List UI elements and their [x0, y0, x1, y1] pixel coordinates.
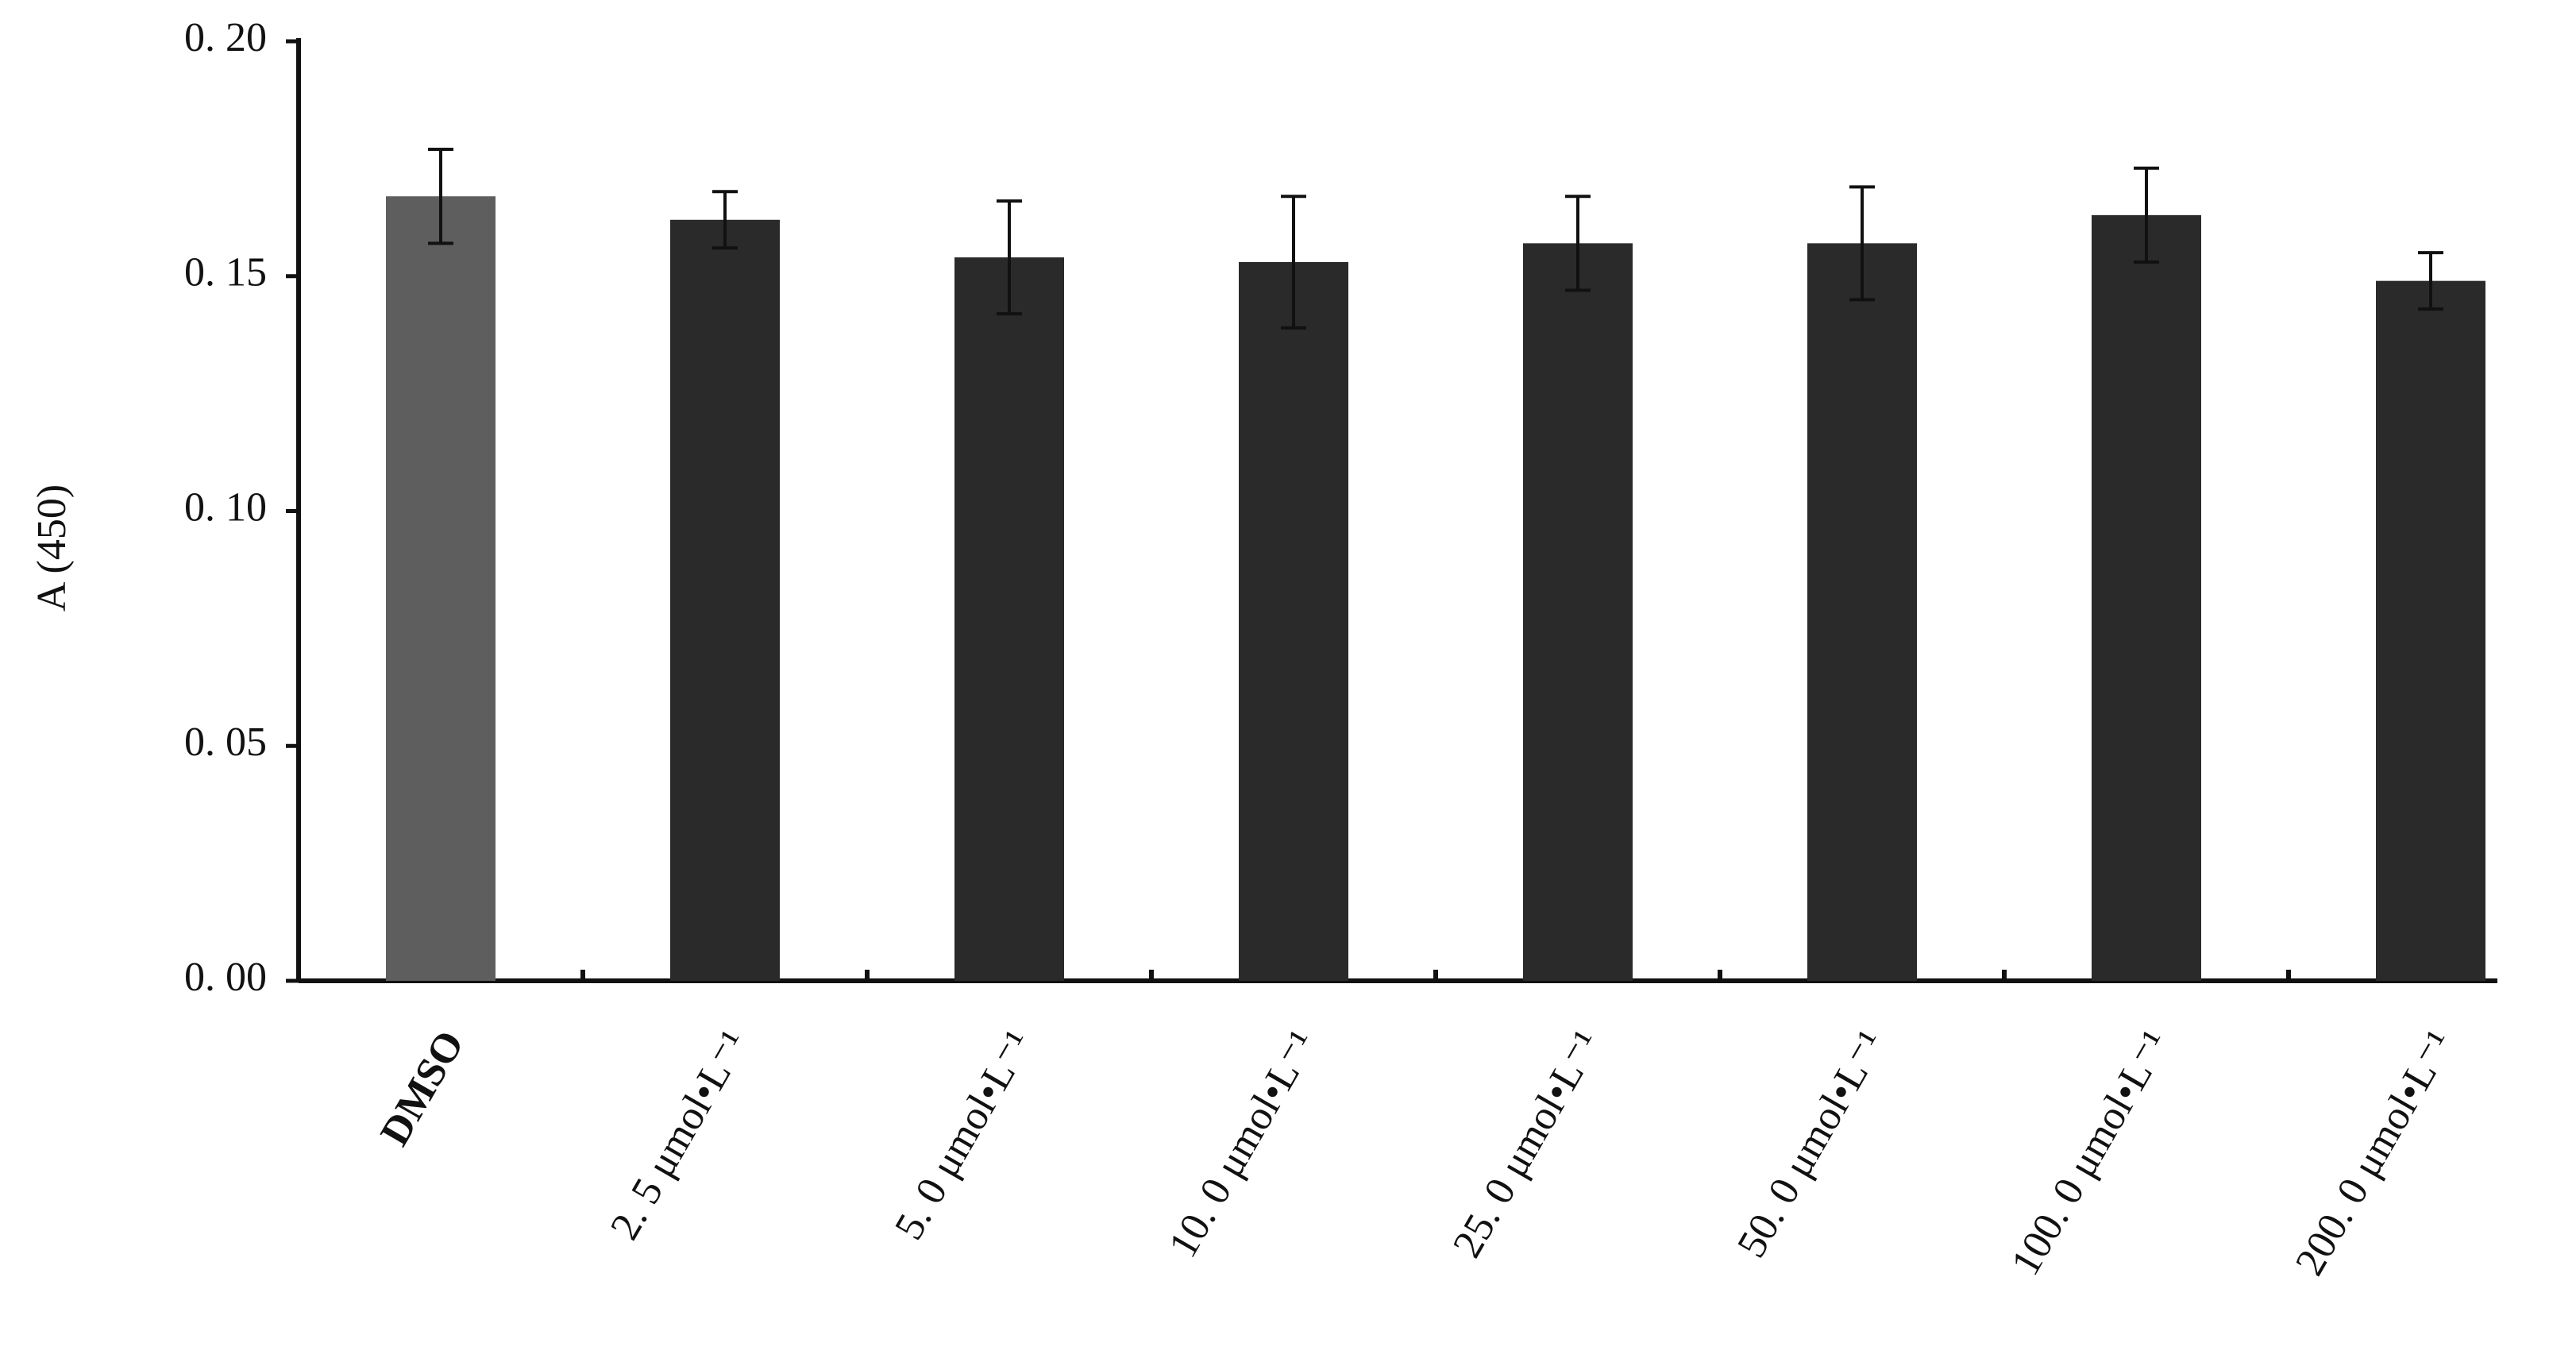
bar	[1239, 262, 1348, 981]
bar	[1523, 243, 1633, 982]
bar	[386, 196, 496, 981]
bar	[2092, 214, 2201, 982]
y-tick-label: 0. 05	[184, 720, 267, 765]
bar	[670, 219, 780, 981]
y-axis-label: A (450)	[29, 484, 75, 612]
x-tick-label: 200. 0 μmol•L⁻¹	[2287, 1023, 2463, 1283]
y-tick-label: 0. 10	[184, 484, 267, 530]
y-tick-label: 0. 15	[184, 250, 267, 295]
x-tick-label: 10. 0 μmol•L⁻¹	[1160, 1023, 1326, 1265]
bar	[2376, 280, 2485, 981]
x-tick-label: 5. 0 μmol•L⁻¹	[886, 1023, 1042, 1247]
x-tick-label: 50. 0 μmol•L⁻¹	[1729, 1023, 1895, 1265]
bar	[1807, 243, 1917, 982]
x-tick-label: 100. 0 μmol•L⁻¹	[2003, 1023, 2179, 1283]
x-tick-label: 2. 5 μmol•L⁻¹	[602, 1023, 758, 1247]
x-tick-label: DMSO	[372, 1023, 472, 1153]
x-tick-label: 25. 0 μmol•L⁻¹	[1444, 1023, 1610, 1265]
y-tick-label: 0. 00	[184, 955, 267, 1000]
y-tick-label: 0. 20	[184, 15, 267, 60]
bar	[954, 257, 1064, 982]
